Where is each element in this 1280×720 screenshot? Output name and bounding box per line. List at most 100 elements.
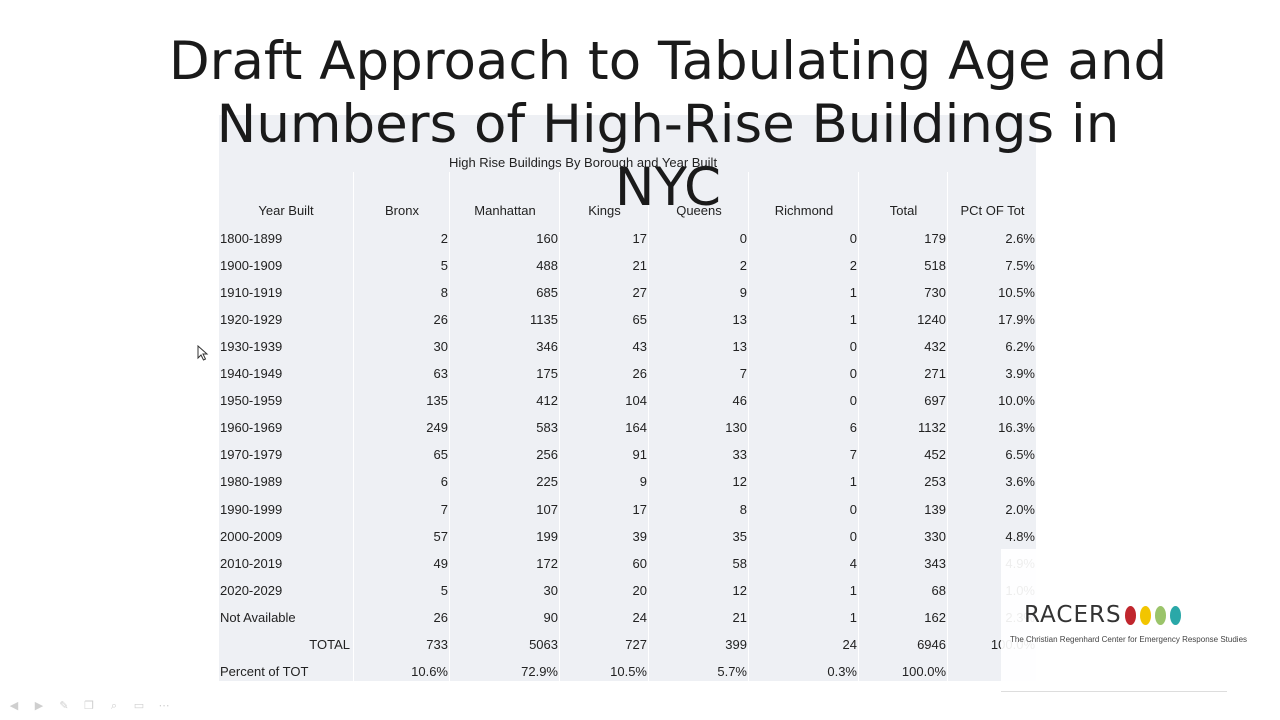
cell-total: 1240 (917, 312, 946, 327)
cell-bronx: 57 (433, 529, 448, 544)
cell-queens: 21 (732, 610, 747, 625)
cell-richmond: 1 (849, 610, 857, 625)
cell-richmond: 0 (849, 393, 857, 408)
cell-pct: 10.0% (998, 393, 1035, 408)
table-row: 1970-1979 65 256 91 33 7 452 6.5% (0, 447, 1280, 465)
cell-year: 1980-1989 (220, 474, 283, 489)
cell-bronx: 10.6% (411, 664, 448, 679)
header-queens: Queens (676, 203, 722, 218)
cell-manhattan: 90 (543, 610, 558, 625)
forward-icon[interactable]: ▶ (34, 700, 44, 712)
table-caption: High Rise Buildings By Borough and Year … (448, 155, 718, 170)
cell-kings: 65 (632, 312, 647, 327)
cell-manhattan: 583 (536, 420, 558, 435)
racers-logo-text: RACERS (1024, 602, 1122, 628)
cell-pct: 6.2% (1005, 339, 1035, 354)
cell-manhattan: 72.9% (521, 664, 558, 679)
column-divider (748, 172, 749, 682)
table-row: 1900-1909 5 488 21 2 2 518 7.5% (0, 258, 1280, 276)
cell-kings: 20 (632, 583, 647, 598)
cell-bronx: 6 (440, 474, 448, 489)
header-richmond: Richmond (774, 203, 834, 218)
cell-kings: 21 (632, 258, 647, 273)
cell-total: 68 (931, 583, 946, 598)
cell-pct: 16.3% (998, 420, 1035, 435)
column-divider (947, 172, 948, 682)
cell-total: 432 (924, 339, 946, 354)
cell-kings: 17 (632, 502, 647, 517)
cell-queens: 0 (739, 231, 747, 246)
header-kings: Kings (588, 203, 621, 218)
cell-queens: 8 (739, 502, 747, 517)
cell-year: 1960-1969 (220, 420, 283, 435)
cell-year: 1900-1909 (220, 258, 283, 273)
back-icon[interactable]: ◀ (9, 700, 19, 712)
cell-bronx: 733 (426, 637, 448, 652)
table-row: 1950-1959 135 412 104 46 0 697 10.0% (0, 393, 1280, 411)
cell-kings: 17 (632, 231, 647, 246)
cell-year: 1930-1939 (220, 339, 283, 354)
cell-queens: 33 (732, 447, 747, 462)
cell-total: 162 (924, 610, 946, 625)
zoom-icon[interactable]: ⌕ (110, 700, 118, 712)
cell-year: Percent of TOT (220, 664, 309, 679)
header-pct-of-tot: PCt OF Tot (960, 203, 1025, 218)
cell-richmond: 2 (849, 258, 857, 273)
cell-total: 1132 (918, 420, 946, 435)
cell-richmond: 0.3% (827, 664, 857, 679)
cell-bronx: 7 (440, 502, 448, 517)
cell-richmond: 0 (849, 529, 857, 544)
logo-dot-red (1125, 606, 1136, 625)
cell-manhattan: 5063 (529, 637, 558, 652)
slide-title-line-1: Draft Approach to Tabulating Age and (168, 31, 1168, 92)
cell-manhattan: 685 (536, 285, 558, 300)
cell-bronx: 65 (433, 447, 448, 462)
cell-bronx: 2 (440, 231, 448, 246)
logo-dot-teal (1170, 606, 1181, 625)
copy-icon[interactable]: ❐ (84, 700, 94, 712)
cell-kings: 164 (625, 420, 647, 435)
table-background (219, 115, 1036, 681)
mouse-cursor-icon (197, 345, 209, 361)
cell-manhattan: 175 (536, 366, 558, 381)
cell-total: 139 (924, 502, 946, 517)
cell-total: 697 (924, 393, 946, 408)
table-header-row: Year Built Bronx Manhattan Kings Queens … (0, 203, 1280, 221)
cell-year: Not Available (220, 610, 296, 625)
cell-pct: 3.9% (1005, 366, 1035, 381)
pen-icon[interactable]: ✎ (59, 700, 69, 712)
cell-pct: 3.6% (1005, 474, 1035, 489)
racers-logo-tagline: The Christian Regenhard Center for Emerg… (1010, 635, 1248, 644)
cell-queens: 130 (725, 420, 747, 435)
cell-kings: 91 (632, 447, 647, 462)
column-divider (353, 172, 354, 682)
header-bronx: Bronx (385, 203, 419, 218)
cell-queens: 35 (732, 529, 747, 544)
cell-queens: 12 (732, 583, 747, 598)
cell-kings: 43 (632, 339, 647, 354)
cell-pct: 10.5% (998, 285, 1035, 300)
cell-richmond: 1 (849, 474, 857, 489)
logo-panel (1001, 549, 1227, 692)
cell-year: TOTAL (309, 637, 350, 652)
cell-kings: 727 (625, 637, 647, 652)
cell-queens: 2 (739, 258, 747, 273)
slide-title: Draft Approach to Tabulating Age and Num… (168, 30, 1168, 219)
cell-queens: 13 (732, 339, 747, 354)
cell-kings: 26 (632, 366, 647, 381)
cell-year: 1910-1919 (220, 285, 283, 300)
cell-year: 2000-2009 (220, 529, 283, 544)
cell-queens: 46 (732, 393, 747, 408)
slide-menu-icon[interactable]: ▭ (133, 700, 145, 712)
cell-richmond: 4 (849, 556, 857, 571)
slideshow-toolbar: ◀ ▶ ✎ ❐ ⌕ ▭ ⋯ (6, 699, 172, 713)
cell-queens: 399 (725, 637, 747, 652)
cell-pct: 2.6% (1005, 231, 1035, 246)
table-row: TOTAL7335063727399246946100.0% (0, 637, 1280, 655)
more-icon[interactable]: ⋯ (158, 700, 170, 712)
cell-bronx: 30 (433, 339, 448, 354)
cell-kings: 9 (639, 474, 647, 489)
cell-manhattan: 160 (536, 231, 558, 246)
cell-pct: 6.5% (1005, 447, 1035, 462)
cell-manhattan: 172 (536, 556, 558, 571)
